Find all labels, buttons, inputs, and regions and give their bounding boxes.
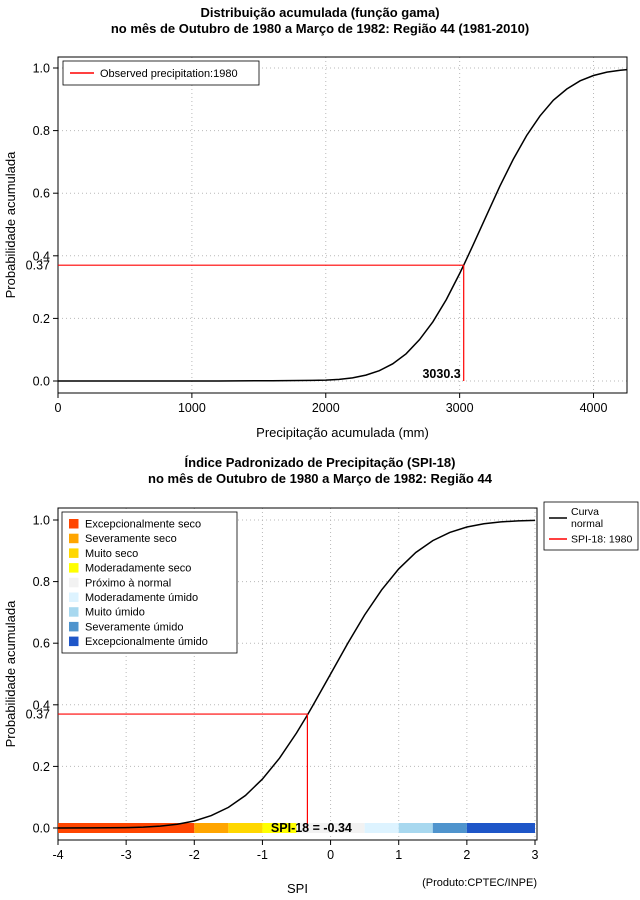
category-label: Moderadamente úmido	[85, 592, 198, 604]
gamma-cdf-chart: Distribuição acumulada (função gama) no …	[3, 5, 628, 440]
y-tick-label: 1.0	[33, 514, 50, 528]
plot-box	[57, 56, 628, 394]
category-swatch	[69, 621, 79, 632]
category-label: Severamente seco	[85, 533, 177, 545]
y-tick-label: 0.2	[33, 312, 50, 326]
x-tick-label: 3000	[446, 401, 474, 415]
gridlines	[57, 57, 627, 393]
y-tick-label: 0.6	[33, 637, 50, 651]
x-tick-label: 0	[55, 401, 62, 415]
probability-value-label: 0.37	[26, 259, 50, 273]
x-tick-label: -4	[52, 848, 63, 862]
x-tick-label: 1000	[178, 401, 206, 415]
observed-value-annotation	[58, 264, 465, 381]
y-axis-title: Probabilidade acumulada	[3, 151, 18, 298]
category-label: Excepcionalmente seco	[85, 519, 201, 531]
category-swatch	[69, 563, 79, 573]
x-tick-label: 0	[327, 848, 334, 862]
x-tick-label: -3	[121, 848, 132, 862]
x-tick-label: 1	[395, 848, 402, 862]
category-label: Moderadamente seco	[85, 563, 191, 575]
x-tick-label: -1	[257, 848, 268, 862]
y-tick-label: 0.8	[33, 575, 50, 589]
y-tick-label: 0.8	[33, 124, 50, 138]
category-swatch	[69, 548, 79, 558]
spi-cdf-plot: -4 -3 -2 -1 0 1 2 3 0.0 0.2 0.4 0.6 0.8 1.0 SPI Probabi…	[3, 501, 639, 896]
probability-value-label: 0.37	[26, 708, 50, 722]
legend: Observed precipitation:1980	[62, 60, 260, 86]
cdf-curve	[58, 68, 628, 382]
spi-cdf-chart: Índice Padronizado de Precipitação (SPI-…	[0, 450, 640, 900]
cdf-curve	[57, 519, 536, 829]
legend-label: SPI-18: 1980	[571, 534, 632, 546]
category-swatch	[69, 636, 79, 647]
category-label: Severamente úmido	[85, 621, 183, 633]
x-axis-title: Precipitação acumulada (mm)	[256, 425, 429, 440]
axis-ticks: 0 1000 2000 3000 4000 0.0 0.2 0.4 0.6 0.8 1.0	[33, 62, 608, 416]
observed-value-annotation	[58, 713, 309, 828]
y-tick-label: 0.0	[33, 375, 50, 389]
legend-label: Observed precipitation:1980	[100, 68, 238, 80]
spi-value-label: SPI-18 = -0.34	[271, 821, 352, 835]
legend-label: normal	[571, 518, 603, 530]
category-swatch	[69, 533, 79, 544]
category-swatch	[69, 519, 79, 529]
category-swatch	[69, 592, 79, 602]
precipitation-value-label: 3030.3	[422, 367, 460, 381]
x-tick-label: 4000	[580, 401, 608, 415]
plot-box	[57, 507, 538, 841]
category-swatch	[69, 577, 79, 588]
y-tick-label: 0.4	[33, 698, 50, 712]
category-label: Próximo à normal	[85, 577, 171, 589]
legend-label: Curva	[571, 506, 599, 518]
spi-categories-legend: Excepcionalmente seco Severamente seco Mui…	[61, 511, 238, 654]
x-tick-label: -2	[189, 848, 200, 862]
product-credit: (Produto:CPTEC/INPE)	[422, 877, 537, 889]
category-label: Muito seco	[85, 548, 138, 560]
y-tick-label: 0.0	[33, 822, 50, 836]
x-tick-label: 2	[463, 848, 470, 862]
category-label: Excepcionalmente úmido	[85, 636, 208, 648]
y-tick-label: 1.0	[33, 62, 50, 76]
y-tick-label: 0.6	[33, 187, 50, 201]
axis-ticks: -4 -3 -2 -1 0 1 2 3 0.0 0.2 0.4 0.6 0.8 1.0	[33, 514, 539, 863]
y-axis-title: Probabilidade acumulada	[3, 600, 18, 747]
gamma-cdf-plot: 0 1000 2000 3000 4000 0.0 0.2 0.4 0.6 0.8 1.0 Preci…	[3, 56, 628, 440]
category-label: Muito úmido	[85, 607, 145, 619]
category-swatch	[69, 607, 79, 617]
x-tick-label: 2000	[312, 401, 340, 415]
x-tick-label: 3	[532, 848, 539, 862]
x-axis-title: SPI	[287, 881, 308, 896]
y-tick-label: 0.2	[33, 760, 50, 774]
y-tick-label: 0.4	[33, 249, 50, 263]
